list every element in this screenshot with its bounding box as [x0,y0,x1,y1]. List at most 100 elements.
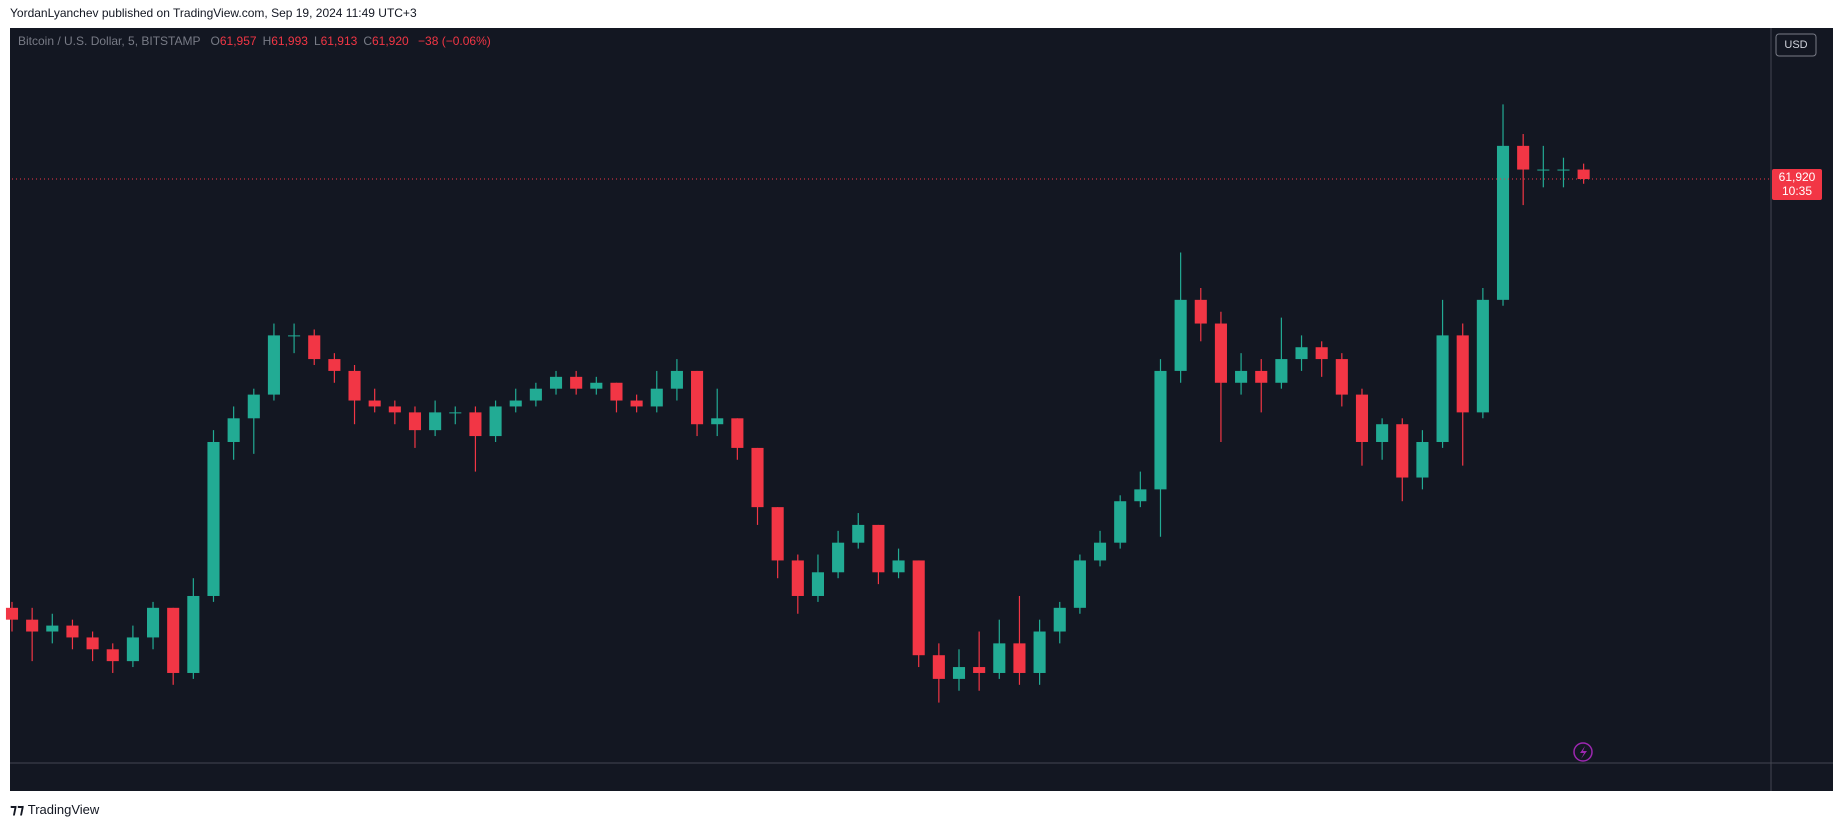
candles [5,104,1771,703]
candle-body [852,524,865,543]
symbol-title: Bitcoin / U.S. Dollar, 5, BITSTAMP [18,34,201,48]
candle-body [1335,359,1348,395]
ohlc-value: 61,913 [320,34,358,48]
candle-body [106,649,119,662]
candle-body [126,637,139,662]
candle-body [267,335,280,395]
chart-background [10,28,1833,791]
candle-body [26,619,39,632]
candle-body [469,412,482,437]
candle-body [1013,643,1026,673]
candle-body [993,643,1006,673]
candle-body [227,418,240,442]
countdown: 10:35 [1782,184,1812,198]
candle-body [1255,370,1268,383]
brand-name: TradingView [27,802,100,817]
candle-body [1214,323,1227,383]
candle-body [1033,631,1046,673]
candle-body [1496,145,1510,300]
candle-body [932,655,945,679]
ohlc-value: 61,920 [372,34,409,48]
candle-body [1436,335,1449,442]
ohlc-label: O [210,34,220,48]
candle-body [429,412,442,431]
candle-body [1134,489,1147,502]
candle-body [66,625,79,638]
candle-body [46,625,59,632]
change: −38 (−0.06%) [418,34,491,48]
candle-body [892,560,905,573]
candle-body [1355,394,1369,442]
candle-body [872,524,885,573]
candle-body [791,560,804,596]
alert-bolt [1580,746,1587,759]
candle-body [167,607,180,673]
candle-body [1053,607,1066,632]
candle-body [1154,370,1167,490]
candle-body [1114,501,1127,543]
ohlc-value: 61,993 [271,34,308,48]
candle-body [610,382,623,401]
ohlc-label: L [313,34,321,48]
candle-body [288,335,301,337]
last-price-tag [1772,169,1822,201]
candle-body [1476,299,1489,413]
candle-body [247,394,260,419]
candle-body [1396,424,1409,478]
candle-body [771,507,784,561]
candle-body [952,667,966,679]
candle-body [751,447,764,508]
candle-body [1275,359,1288,383]
candle-body [1295,347,1308,360]
candle-body [711,418,724,425]
candle-body [630,400,643,407]
symbol-legend: Bitcoin / U.S. Dollar, 5, BITSTAMP O61,9… [18,34,497,48]
candle-body [1315,347,1328,360]
candle-body [549,376,563,389]
candle-body [86,637,99,650]
candle-body [1093,542,1107,561]
candle-body [570,376,583,389]
candle-body [1537,169,1550,171]
candle-body [1174,299,1187,371]
candle-body [912,560,925,656]
candle-body [1416,441,1429,478]
candle-body [650,388,663,407]
candle-body [5,607,19,620]
currency: USD [1784,39,1807,51]
currency-box[interactable] [1775,33,1817,57]
candle-body [731,418,744,448]
alert-icon[interactable] [1573,742,1593,762]
candle-body [529,388,542,401]
candle-body [408,412,422,431]
logo-mark: ⁊⁊ [10,801,25,817]
candle-body [207,441,220,596]
candle-body [449,412,462,414]
candle-body [1456,335,1469,413]
candle-body [388,406,401,413]
candle-body [348,370,361,401]
candle-body [670,370,683,389]
candle-body [509,400,522,407]
candle-body [1517,145,1530,170]
candle-body [973,667,986,673]
candle-body [1073,560,1086,608]
candle-body [832,542,845,573]
footer-brand: ⁊⁊ TradingView [10,801,99,818]
ohlc-values: O61,957 H61,993 L61,913 C61,920 [211,34,415,48]
ohlc-label: H [262,34,272,48]
candle-body [1577,169,1590,180]
candle-body [187,595,200,673]
publisher-line: YordanLyanchev published on TradingView.… [10,6,417,20]
ohlc-label: C [363,34,372,48]
candle-body [590,382,603,389]
candle-body [1194,299,1207,324]
candle-body [308,335,321,360]
candle-body [1557,169,1570,171]
candle-body [691,370,704,425]
candle-body [368,400,381,407]
candle-body [1376,424,1389,442]
ohlc-value: 61,957 [219,34,257,48]
